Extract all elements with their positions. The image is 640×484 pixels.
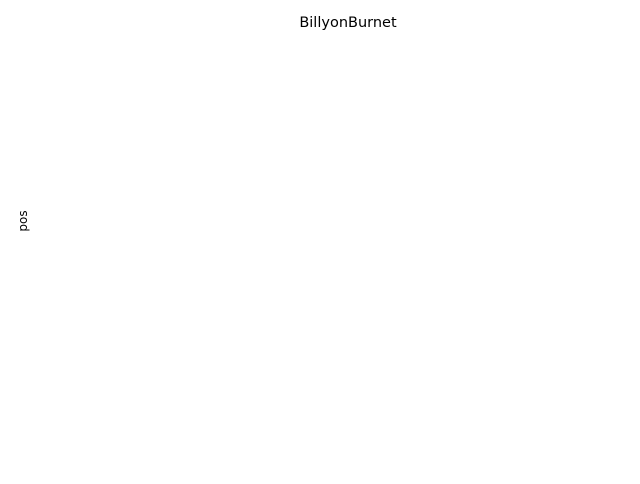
chart-title: BillyonBurnet	[299, 15, 397, 31]
y-axis-label: pos	[16, 210, 30, 231]
